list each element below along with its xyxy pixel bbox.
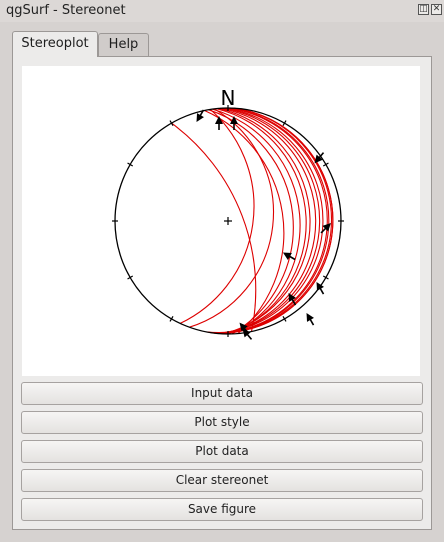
primitive-tick <box>127 275 134 280</box>
slip-arrow <box>306 312 315 326</box>
primitive-tick <box>169 315 174 322</box>
stereonet-plot: N <box>112 86 424 340</box>
plot-data-button[interactable]: Plot data <box>21 440 423 463</box>
slip-arrow <box>316 281 325 295</box>
slip-arrow <box>242 328 253 340</box>
close-icon[interactable]: ✕ <box>431 4 442 15</box>
great-circle <box>216 108 307 335</box>
input-data-button[interactable]: Input data <box>21 382 423 405</box>
great-circle <box>212 108 301 335</box>
great-circle <box>216 107 324 334</box>
primitive-tick <box>127 162 134 167</box>
great-circle <box>218 107 311 335</box>
primitive-ticks <box>112 105 344 337</box>
great-circles <box>171 107 334 335</box>
great-circle <box>220 107 317 335</box>
primitive-tick <box>322 162 329 167</box>
slip-arrow <box>288 292 297 306</box>
slip-arrow <box>196 109 205 123</box>
primitive-tick <box>282 315 287 322</box>
great-circle <box>189 108 275 328</box>
great-circle <box>218 107 321 335</box>
great-circle <box>208 109 294 335</box>
slip-arrow <box>230 116 238 130</box>
stereonet-canvas: N <box>22 66 424 376</box>
tab-stereoplot[interactable]: Stereoplot <box>12 31 98 57</box>
window-title: qgSurf - Stereonet <box>6 3 126 18</box>
great-circle <box>204 109 285 335</box>
north-label: N <box>221 86 236 110</box>
center-cross <box>224 217 232 225</box>
slip-arrow <box>215 116 223 130</box>
save-figure-button[interactable]: Save figure <box>21 498 423 521</box>
tab-help[interactable]: Help <box>98 33 149 56</box>
great-circle <box>206 107 333 334</box>
title-bar: qgSurf - Stereonet ◫ ✕ <box>0 0 444 22</box>
plot-style-button[interactable]: Plot style <box>21 411 423 434</box>
primitive-tick <box>322 275 329 280</box>
stereoplot-panel: N Input data Plot style Plot data Clear … <box>12 56 432 530</box>
great-circle <box>179 108 255 324</box>
primitive-tick <box>282 120 287 127</box>
great-circle <box>171 122 257 332</box>
primitive-tick <box>169 120 174 127</box>
float-icon[interactable]: ◫ <box>418 4 429 15</box>
slip-arrow <box>282 252 296 261</box>
clear-stereonet-button[interactable]: Clear stereonet <box>21 469 423 492</box>
slip-arrows <box>196 109 331 340</box>
slip-arrow <box>314 152 325 164</box>
